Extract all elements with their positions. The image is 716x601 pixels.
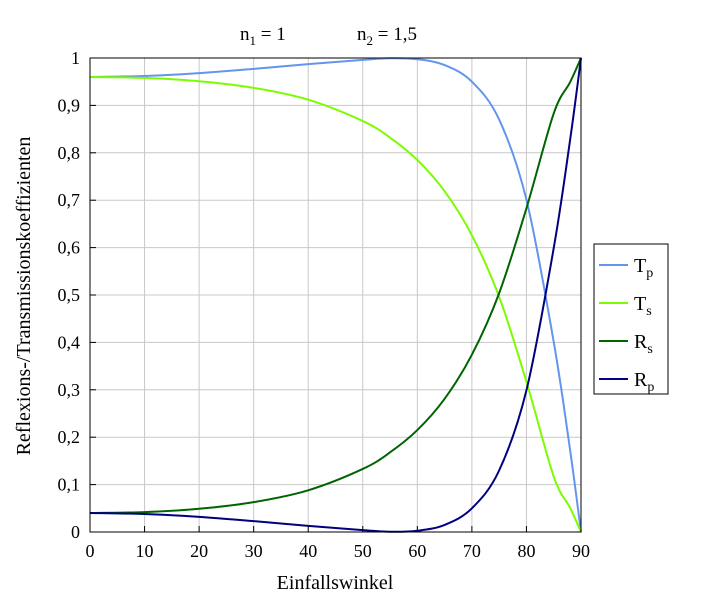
ticks <box>89 57 582 533</box>
legend: Tp Ts Rs Rp <box>593 243 669 395</box>
curves <box>89 57 582 533</box>
x-tick-label-0: 0 <box>86 541 95 561</box>
series-line-Rs <box>89 57 582 515</box>
y-tick-label-3: 0,3 <box>58 380 81 400</box>
y-tick-label-10: 1 <box>71 48 80 68</box>
n2-label: n2 = 1,5 <box>357 24 417 48</box>
x-tick-labels: 0 10 20 30 40 50 60 70 80 90 <box>86 541 591 561</box>
x-tick-label-80: 80 <box>517 541 535 561</box>
x-tick-label-20: 20 <box>190 541 208 561</box>
grid <box>90 58 581 532</box>
y-tick-label-5: 0,5 <box>58 285 81 305</box>
legend-label-Rp: Rp <box>634 369 654 395</box>
legend-label-Ts: Ts <box>634 293 652 319</box>
series-line-Ts <box>89 75 582 533</box>
x-tick-label-40: 40 <box>299 541 317 561</box>
y-tick-label-7: 0,7 <box>58 190 81 210</box>
x-tick-label-10: 10 <box>136 541 154 561</box>
x-tick-label-90: 90 <box>572 541 590 561</box>
y-tick-label-6: 0,6 <box>58 238 81 258</box>
y-tick-label-0: 0 <box>71 522 80 542</box>
x-tick-label-60: 60 <box>408 541 426 561</box>
series-line-Tp <box>89 57 582 533</box>
legend-label-Rs: Rs <box>634 331 653 357</box>
legend-frame <box>593 243 669 395</box>
x-axis-title: Einfallswinkel <box>277 572 394 594</box>
n1-label: n1 = 1 <box>240 24 286 48</box>
x-tick-label-50: 50 <box>354 541 372 561</box>
series-line-Rp <box>89 57 582 533</box>
y-tick-label-1: 0,1 <box>58 475 81 495</box>
y-axis-title: Reflexions-/Transmissionskoeffizienten <box>13 137 35 456</box>
y-tick-label-8: 0,8 <box>58 143 81 163</box>
y-tick-labels: 0 0,1 0,2 0,3 0,4 0,5 0,6 0,7 0,8 0,9 1 <box>58 48 81 542</box>
x-tick-label-70: 70 <box>463 541 481 561</box>
legend-label-Tp: Tp <box>634 255 653 281</box>
y-tick-label-9: 0,9 <box>58 95 81 115</box>
y-tick-label-4: 0,4 <box>58 332 81 352</box>
y-tick-label-2: 0,2 <box>58 427 81 447</box>
x-tick-label-30: 30 <box>245 541 263 561</box>
